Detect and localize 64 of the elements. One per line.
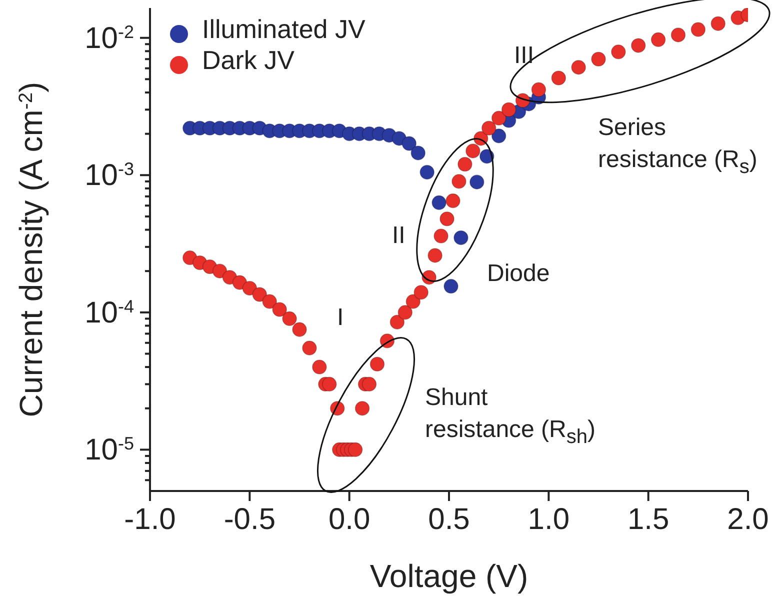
point xyxy=(420,164,434,180)
point xyxy=(531,82,546,97)
point xyxy=(571,60,586,75)
point xyxy=(551,70,566,86)
point xyxy=(252,287,268,302)
point xyxy=(481,120,496,136)
point xyxy=(272,302,287,317)
point xyxy=(348,442,363,458)
point xyxy=(690,22,706,37)
point xyxy=(398,305,413,320)
point xyxy=(282,311,297,326)
y-tick-label: 10$^{-2}$ xyxy=(84,22,134,55)
x-axis-title: Voltage (V) xyxy=(370,558,528,594)
x-tick-label: -1.0 xyxy=(124,503,176,536)
point xyxy=(354,400,370,416)
point xyxy=(650,32,666,48)
point xyxy=(302,340,317,356)
point xyxy=(670,28,686,42)
x-tick-label: -0.5 xyxy=(224,503,276,536)
x-tick-label: 1.5 xyxy=(627,503,670,536)
point xyxy=(470,174,484,190)
point xyxy=(446,193,460,208)
point xyxy=(440,211,454,226)
annotation: Series resistance (R$_{s}$) xyxy=(598,113,758,180)
y-tick-label: 10$^{-5}$ xyxy=(84,434,134,467)
point xyxy=(432,195,446,210)
point xyxy=(491,128,506,144)
y-tick-label: 10$^{-4}$ xyxy=(84,296,134,330)
point xyxy=(292,322,307,337)
point xyxy=(406,294,421,309)
point xyxy=(630,38,646,53)
x-tick-label: 2.0 xyxy=(727,503,769,536)
point xyxy=(322,376,337,392)
annotation: Shunt resistance (R$_{sh}$) xyxy=(425,383,596,450)
annotation: I xyxy=(337,303,344,333)
point xyxy=(428,248,442,263)
point xyxy=(466,144,480,158)
x-tick-label: 1.0 xyxy=(528,503,570,536)
point xyxy=(458,156,472,172)
legend-label: Dark JV xyxy=(202,45,294,75)
point xyxy=(390,314,405,330)
annotation: III xyxy=(514,41,534,71)
point xyxy=(452,174,466,189)
legend-label: Illuminated JV xyxy=(202,14,366,44)
annotation: Diode xyxy=(487,259,550,289)
point xyxy=(362,376,377,392)
point xyxy=(262,294,277,309)
x-tick-label: 0.5 xyxy=(428,503,470,536)
point xyxy=(312,360,327,374)
point xyxy=(611,44,626,60)
point xyxy=(410,146,426,160)
y-tick-label: 10$^{-3}$ xyxy=(84,159,134,192)
point xyxy=(501,102,516,118)
point xyxy=(710,16,726,32)
point xyxy=(414,284,428,300)
point xyxy=(454,230,468,246)
point xyxy=(591,52,606,67)
point xyxy=(434,228,448,244)
point xyxy=(370,356,385,372)
point xyxy=(402,136,417,151)
annotation: II xyxy=(392,221,406,251)
x-tick-label: 0.0 xyxy=(328,503,370,536)
point xyxy=(444,278,458,294)
point xyxy=(491,110,506,126)
